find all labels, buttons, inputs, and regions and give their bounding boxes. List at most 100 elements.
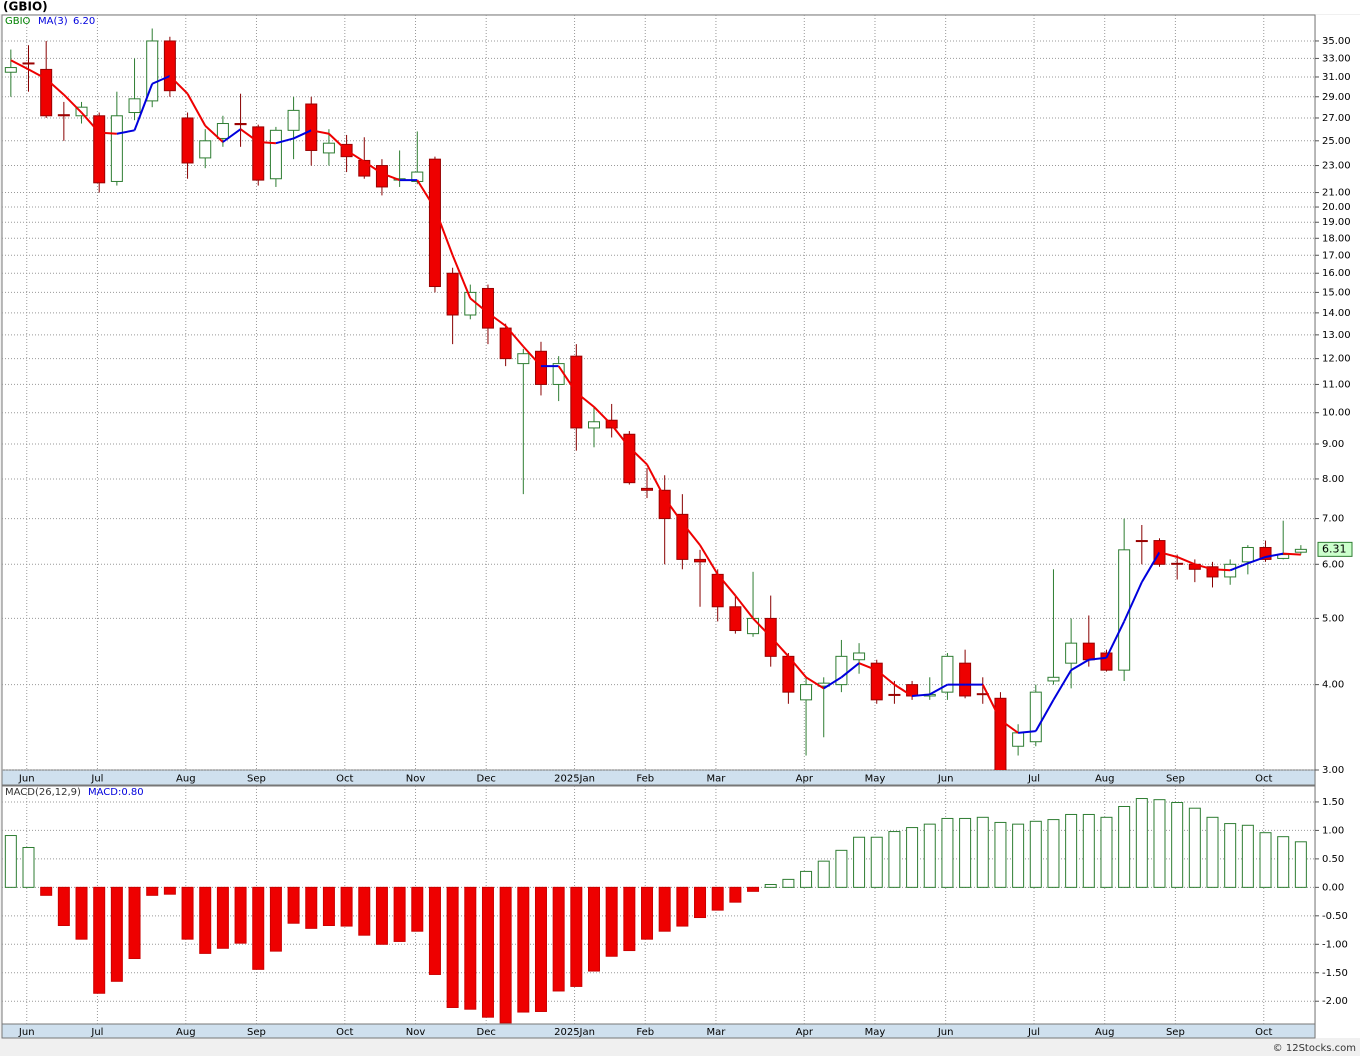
ma-line bbox=[258, 141, 276, 145]
macd-bar bbox=[340, 886, 353, 927]
macd-bar bbox=[1118, 805, 1131, 888]
y-tick-label: 11.00 bbox=[1322, 379, 1351, 390]
y-tick-label: 8.00 bbox=[1322, 474, 1344, 485]
price-tag bbox=[1317, 541, 1353, 557]
ma-line bbox=[469, 297, 489, 314]
y-tick-label: -0.50 bbox=[1322, 911, 1348, 922]
macd-bar bbox=[322, 886, 335, 926]
ma-line bbox=[1088, 656, 1107, 661]
ma-line bbox=[45, 78, 65, 96]
ma-line bbox=[1105, 620, 1126, 659]
ma-line bbox=[116, 129, 135, 135]
candle-body bbox=[835, 655, 848, 686]
candle-body bbox=[234, 123, 247, 126]
macd-bar bbox=[658, 886, 671, 932]
y-tick-label: 7.00 bbox=[1322, 514, 1344, 525]
ma-line bbox=[840, 662, 860, 679]
candle-body bbox=[181, 117, 194, 164]
x-tick-label: Nov bbox=[406, 1027, 426, 1038]
y-tick-label: 0.50 bbox=[1322, 854, 1344, 865]
price-panel bbox=[1, 14, 1316, 786]
y-tick-label: 18.00 bbox=[1322, 233, 1351, 244]
candle-body bbox=[1029, 691, 1042, 743]
ma-line bbox=[10, 59, 29, 71]
y-tick-label: 27.00 bbox=[1322, 113, 1351, 124]
macd-bar bbox=[676, 886, 689, 927]
ma-line bbox=[787, 655, 807, 678]
y-tick-label: 5.00 bbox=[1322, 613, 1344, 624]
plot-area bbox=[4, 28, 1307, 770]
x-tick-label: Oct bbox=[1255, 774, 1272, 785]
legend-entry: GBIO bbox=[5, 16, 31, 27]
candle-body bbox=[1259, 546, 1272, 560]
ma-line bbox=[434, 208, 454, 256]
candle-body bbox=[22, 62, 35, 65]
candle-body bbox=[800, 684, 813, 701]
candle-body bbox=[1294, 548, 1307, 553]
macd-bar bbox=[552, 886, 565, 992]
candle-body bbox=[375, 165, 388, 188]
candle-body bbox=[623, 433, 636, 484]
ma-line bbox=[610, 424, 631, 448]
candle-body bbox=[4, 67, 17, 73]
y-tick-label: 35.00 bbox=[1322, 36, 1351, 47]
macd-bar bbox=[481, 886, 494, 1018]
y-tick-label: 15.00 bbox=[1322, 287, 1351, 298]
ma-line bbox=[1140, 551, 1161, 583]
y-axis-area bbox=[1316, 15, 1360, 1038]
macd-x-axis bbox=[1, 1023, 1316, 1039]
x-tick-label: 2025Jan bbox=[554, 1027, 595, 1038]
macd-bar bbox=[906, 827, 919, 888]
ma-line bbox=[1247, 556, 1266, 565]
x-tick-label: Jul bbox=[1027, 774, 1040, 785]
candle-body bbox=[146, 40, 159, 102]
ma-line bbox=[876, 669, 896, 686]
candle-body bbox=[641, 487, 654, 491]
macd-bar bbox=[428, 886, 441, 975]
macd-bar bbox=[1171, 802, 1184, 888]
x-tick-label: May bbox=[865, 1027, 886, 1038]
macd-bar bbox=[1012, 823, 1025, 888]
x-tick-label: Sep bbox=[1166, 1027, 1185, 1038]
macd-bar bbox=[499, 886, 512, 1024]
macd-bar bbox=[1241, 824, 1254, 888]
x-tick-label: Feb bbox=[636, 1027, 654, 1038]
chart-title: (GBIO) bbox=[3, 0, 48, 14]
candle-body bbox=[128, 98, 141, 114]
ma-line bbox=[63, 94, 83, 114]
candle-body bbox=[252, 126, 265, 181]
ma-line bbox=[823, 676, 842, 690]
candle-body bbox=[163, 40, 176, 92]
macd-bar bbox=[923, 823, 936, 888]
legend-entry: MACD(26,12,9) bbox=[5, 787, 81, 798]
legend-value: MACD:0.80 bbox=[88, 787, 144, 798]
y-tick-label: 14.00 bbox=[1322, 308, 1351, 319]
y-tick-label: 6.00 bbox=[1322, 559, 1344, 570]
candle-body bbox=[1065, 642, 1078, 664]
ma-line bbox=[999, 719, 1019, 734]
candle-body bbox=[269, 129, 282, 180]
candle-body bbox=[694, 558, 707, 563]
macd-bar bbox=[446, 886, 459, 1008]
ma-line bbox=[593, 406, 613, 426]
x-tick-label: Mar bbox=[706, 774, 726, 785]
macd-panel bbox=[1, 785, 1316, 1039]
ma-line bbox=[151, 75, 171, 85]
ma-line bbox=[239, 128, 259, 143]
y-tick-label: 12.00 bbox=[1322, 354, 1351, 365]
y-tick-label: 33.00 bbox=[1322, 53, 1351, 64]
candle-body bbox=[93, 115, 106, 184]
candle-body bbox=[1047, 676, 1060, 682]
ma-line bbox=[487, 312, 507, 327]
y-tick-label: 29.00 bbox=[1322, 92, 1351, 103]
candle-body bbox=[941, 655, 954, 693]
y-tick-label: 13.00 bbox=[1322, 330, 1351, 341]
candle-body bbox=[517, 353, 530, 365]
x-tick-label: May bbox=[865, 774, 886, 785]
candle-body bbox=[428, 158, 441, 288]
x-tick-label: Oct bbox=[1255, 1027, 1272, 1038]
plot-area bbox=[4, 798, 1307, 1024]
ma-line bbox=[769, 636, 790, 658]
macd-bar bbox=[1029, 820, 1042, 888]
x-tick-label: Sep bbox=[247, 774, 266, 785]
